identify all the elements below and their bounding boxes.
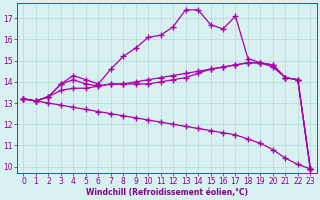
X-axis label: Windchill (Refroidissement éolien,°C): Windchill (Refroidissement éolien,°C): [86, 188, 248, 197]
